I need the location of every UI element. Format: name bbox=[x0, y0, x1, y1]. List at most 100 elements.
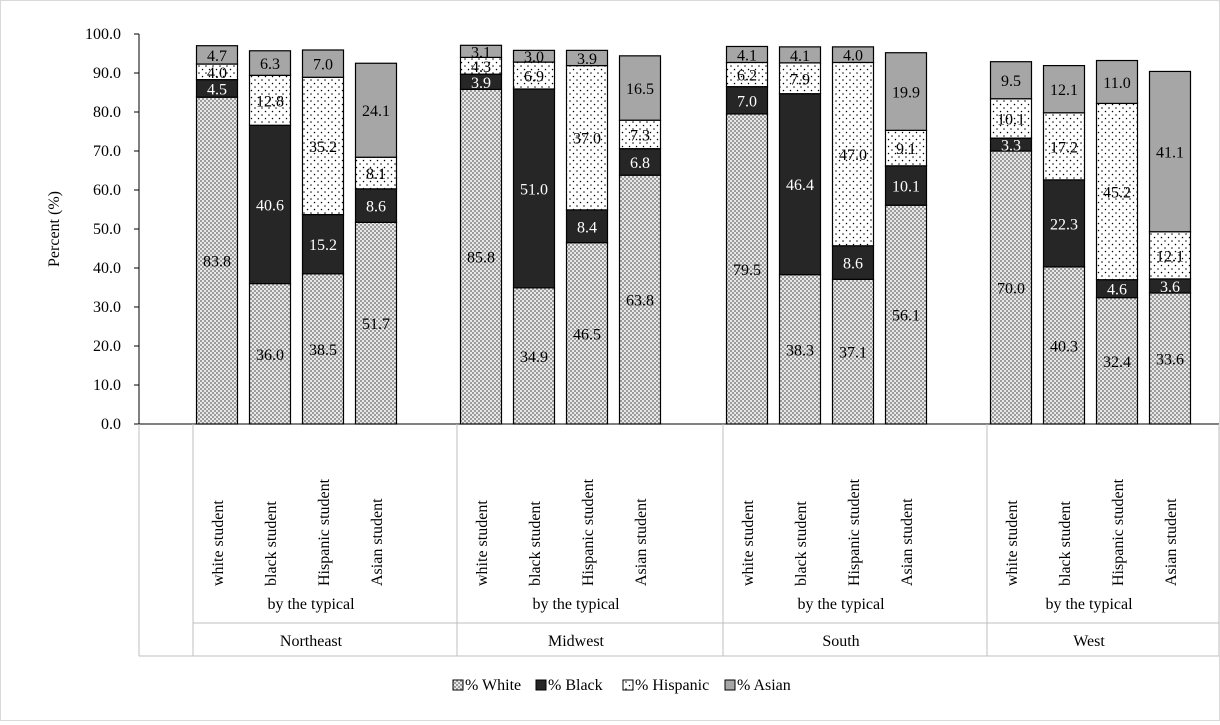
data-label: 63.8 bbox=[626, 293, 654, 310]
data-label: 12.1 bbox=[1050, 82, 1078, 99]
bar-white-midwest-asian bbox=[618, 174, 662, 425]
bar-hispanic-south-black bbox=[778, 62, 822, 95]
group-subtitle: by the typical bbox=[1045, 596, 1133, 613]
bar-white-south-asian bbox=[884, 204, 928, 425]
bar-white-south-black bbox=[778, 274, 822, 425]
data-label: 4.0 bbox=[843, 48, 863, 65]
data-label: 3.9 bbox=[471, 75, 491, 92]
y-tick-label: 0.0 bbox=[101, 416, 121, 433]
legend-swatch-white bbox=[452, 679, 464, 691]
region-label: South bbox=[822, 633, 859, 650]
data-label: 9.1 bbox=[896, 141, 916, 158]
bar-hispanic-northeast-asian bbox=[354, 156, 398, 190]
bar-black-northeast-asian bbox=[354, 188, 398, 223]
category-label: Hispanic student bbox=[316, 478, 333, 586]
data-label: 35.2 bbox=[309, 139, 337, 156]
y-tick-label: 30.0 bbox=[93, 299, 121, 316]
data-label: 10.1 bbox=[997, 111, 1025, 128]
data-label: 3.0 bbox=[524, 49, 544, 66]
legend-swatch-black bbox=[535, 679, 547, 691]
bar-asian-midwest-black bbox=[512, 49, 556, 63]
data-label: 4.0 bbox=[207, 65, 227, 82]
bar-white-northeast-hispanic bbox=[301, 273, 345, 425]
data-label: 7.0 bbox=[737, 93, 757, 110]
data-label: 38.3 bbox=[786, 342, 814, 359]
data-label: 45.2 bbox=[1103, 185, 1131, 202]
bar-asian-west-hispanic bbox=[1095, 59, 1139, 105]
data-label: 83.8 bbox=[203, 254, 231, 271]
data-label: 4.3 bbox=[471, 59, 491, 76]
data-label: 12.1 bbox=[1156, 248, 1184, 265]
bar-hispanic-south-hispanic bbox=[831, 61, 875, 247]
bar-asian-south-asian bbox=[884, 52, 928, 131]
bar-white-west-asian bbox=[1148, 292, 1192, 425]
bar-hispanic-midwest-asian bbox=[618, 119, 662, 150]
category-label: black student bbox=[527, 501, 544, 586]
y-tick-label: 100.0 bbox=[85, 26, 121, 43]
y-tick-label: 60.0 bbox=[93, 182, 121, 199]
bar-asian-northeast-asian bbox=[354, 62, 398, 158]
bar-white-west-white bbox=[989, 150, 1033, 425]
category-label: black student bbox=[1057, 501, 1074, 586]
group-subtitle: by the typical bbox=[267, 596, 355, 613]
bar-hispanic-midwest-hispanic bbox=[565, 64, 609, 211]
data-label: 3.3 bbox=[1001, 138, 1021, 155]
bar-hispanic-west-asian bbox=[1148, 231, 1192, 280]
y-tick-label: 20.0 bbox=[93, 338, 121, 355]
bar-white-south-hispanic bbox=[831, 278, 875, 425]
data-label: 47.0 bbox=[839, 147, 867, 164]
category-label: Asian student bbox=[899, 498, 916, 586]
bar-asian-northeast-white bbox=[195, 45, 239, 65]
bar-hispanic-west-black bbox=[1042, 112, 1086, 181]
category-label: black student bbox=[263, 501, 280, 586]
category-label: Asian student bbox=[633, 498, 650, 586]
data-label: 22.3 bbox=[1050, 216, 1078, 233]
data-label: 6.3 bbox=[260, 56, 280, 73]
data-label: 12.8 bbox=[256, 93, 284, 110]
category-label: white student bbox=[1004, 500, 1021, 586]
bar-asian-northeast-hispanic bbox=[301, 49, 345, 78]
data-label: 8.4 bbox=[577, 219, 597, 236]
category-label: white student bbox=[740, 500, 757, 586]
y-tick-label: 80.0 bbox=[93, 104, 121, 121]
y-tick-label: 40.0 bbox=[93, 260, 121, 277]
bar-white-south-white bbox=[725, 113, 769, 425]
bar-white-midwest-white bbox=[459, 88, 503, 425]
data-label: 10.1 bbox=[892, 179, 920, 196]
y-tick-label: 50.0 bbox=[93, 221, 121, 238]
bar-asian-west-white bbox=[989, 61, 1033, 100]
data-label: 46.4 bbox=[786, 177, 814, 194]
data-label: 51.7 bbox=[362, 316, 390, 333]
data-label: 6.9 bbox=[524, 69, 544, 86]
region-label: Northeast bbox=[280, 633, 343, 650]
data-label: 37.1 bbox=[839, 345, 867, 362]
bar-black-south-white bbox=[725, 86, 769, 115]
bar-black-midwest-hispanic bbox=[565, 209, 609, 244]
y-tick-label: 70.0 bbox=[93, 143, 121, 160]
legend-label-white: % White bbox=[465, 677, 521, 694]
data-label: 11.0 bbox=[1103, 75, 1130, 92]
bar-black-northeast-hispanic bbox=[301, 213, 345, 275]
bar-black-northeast-black bbox=[248, 124, 292, 285]
legend-label-hispanic: % Hispanic bbox=[635, 677, 709, 694]
data-label: 40.3 bbox=[1050, 338, 1078, 355]
data-label: 79.5 bbox=[733, 262, 761, 279]
category-label: white student bbox=[210, 500, 227, 586]
legend-label-asian: % Asian bbox=[737, 677, 791, 694]
bar-asian-northeast-black bbox=[248, 50, 292, 76]
region-label: West bbox=[1073, 633, 1105, 650]
data-label: 6.8 bbox=[630, 155, 650, 172]
y-tick-label: 90.0 bbox=[93, 65, 121, 82]
data-label: 8.6 bbox=[843, 256, 863, 273]
bar-hispanic-west-hispanic bbox=[1095, 102, 1139, 281]
group-subtitle: by the typical bbox=[797, 596, 885, 613]
y-tick-label: 10.0 bbox=[93, 377, 121, 394]
data-label: 24.1 bbox=[362, 103, 390, 120]
bar-asian-west-asian bbox=[1148, 70, 1192, 233]
data-label: 9.5 bbox=[1001, 73, 1021, 90]
labels-layer: 83.84.54.04.736.040.612.86.338.515.235.2… bbox=[203, 44, 1184, 370]
data-label: 16.5 bbox=[626, 81, 654, 98]
data-label: 85.8 bbox=[467, 250, 495, 267]
data-label: 7.3 bbox=[630, 127, 650, 144]
